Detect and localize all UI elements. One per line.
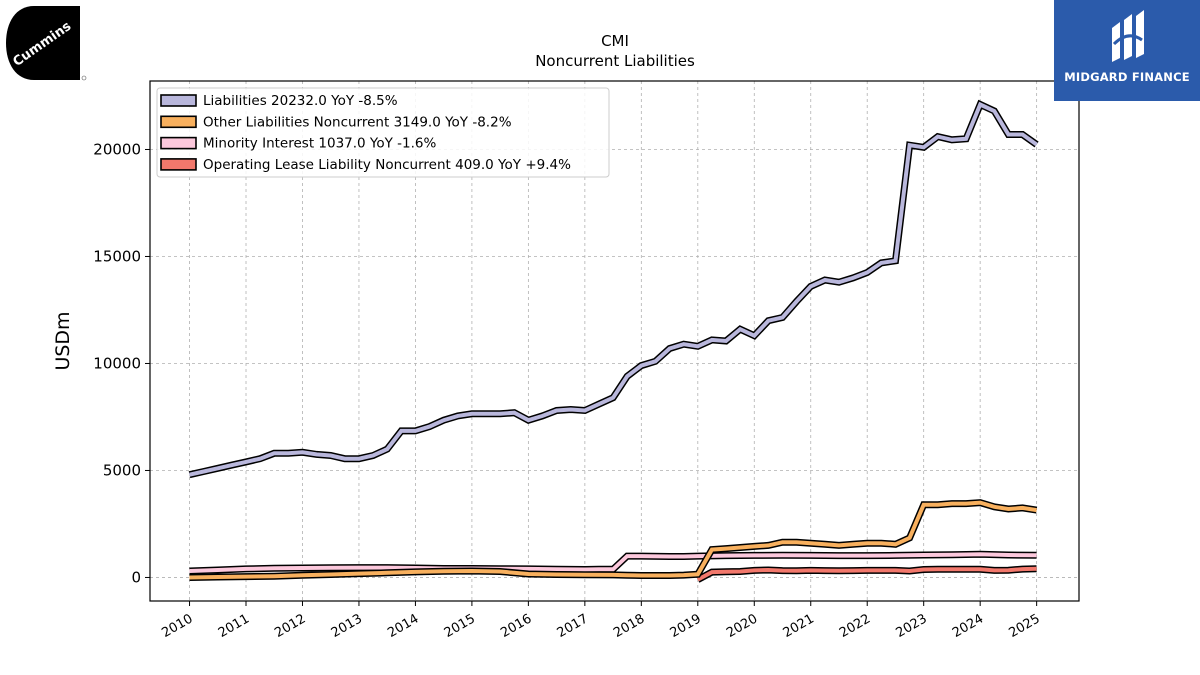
legend-swatch [160,158,197,171]
x-tick-label: 2014 [385,611,421,641]
x-tick-label: 2012 [272,611,308,641]
plot-frame [149,80,1080,602]
chart-subtitle: Noncurrent Liabilities [535,52,695,70]
x-tick-label: 2023 [894,611,930,641]
x-tick-label: 2020 [724,611,760,641]
x-tick-label: 2019 [668,611,704,641]
y-tick-label: 20000 [93,140,141,158]
y-tick-label: 5000 [103,461,141,479]
series-other-liabilities-noncurrent [189,499,1038,581]
legend-item: Operating Lease Liability Noncurrent 409… [160,157,571,173]
legend-box [156,87,610,178]
series-line [189,101,1038,477]
x-tick-label: 2010 [159,611,195,641]
series-line [696,566,1037,582]
series-lines [188,99,1039,583]
legend: Liabilities 20232.0 YoY -8.5% Other Liabi… [156,87,610,178]
legend-item: Other Liabilities Noncurrent 3149.0 YoY … [160,114,512,130]
x-tick-label: 2017 [555,611,591,641]
legend-swatch [160,94,197,107]
cummins-logo: Cummins [4,4,88,84]
x-tick-label: 2018 [611,611,647,641]
series-liabilities [188,99,1039,479]
series-line [189,500,1037,580]
x-tick-label: 2024 [950,611,986,641]
midgard-finance-logo: MIDGARD FINANCE [1054,0,1200,101]
y-tick-label: 15000 [93,247,141,265]
y-axis-label: USDm [52,311,74,370]
legend-swatch [160,115,197,129]
x-tick-label: 2013 [329,611,365,641]
y-tick-label: 10000 [93,354,141,372]
series-minority-interest [189,550,1037,575]
series-line [189,552,1037,573]
legend-label: Liabilities 20232.0 YoY -8.5% [203,93,398,109]
legend-label: Minority Interest 1037.0 YoY -1.6% [203,136,437,152]
legend-label: Other Liabilities Noncurrent 3149.0 YoY … [203,114,512,130]
x-tick-label: 2022 [837,611,873,641]
x-tick-label: 2016 [498,611,534,641]
x-tick-label: 2011 [216,611,252,641]
y-tick-label: 0 [131,568,141,586]
legend-swatch [160,136,197,150]
x-tick-label: 2015 [442,611,478,641]
x-tick-label: 2021 [781,611,817,641]
midgard-finance-text: MIDGARD FINANCE [1064,70,1190,84]
legend-label: Operating Lease Liability Noncurrent 409… [203,157,571,173]
x-tick-label: 2025 [1006,611,1042,641]
legend-item: Minority Interest 1037.0 YoY -1.6% [160,136,437,152]
midgard-mark-icon [1112,10,1144,62]
series-operating-lease-liability-noncurrent [696,565,1037,583]
chart-title: CMI [601,32,629,50]
legend-item: Liabilities 20232.0 YoY -8.5% [160,93,398,109]
